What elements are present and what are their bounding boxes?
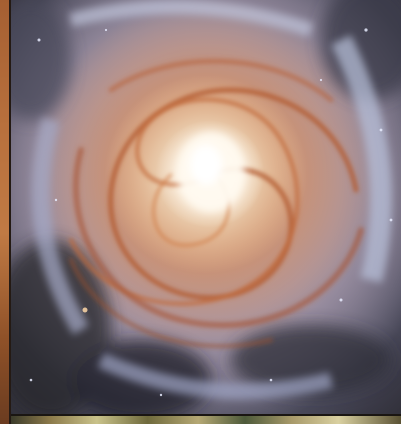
spiral-arms [11,0,401,414]
bottom-image-edge [11,414,401,424]
left-image-edge [0,0,11,424]
galaxy-image [11,0,401,414]
